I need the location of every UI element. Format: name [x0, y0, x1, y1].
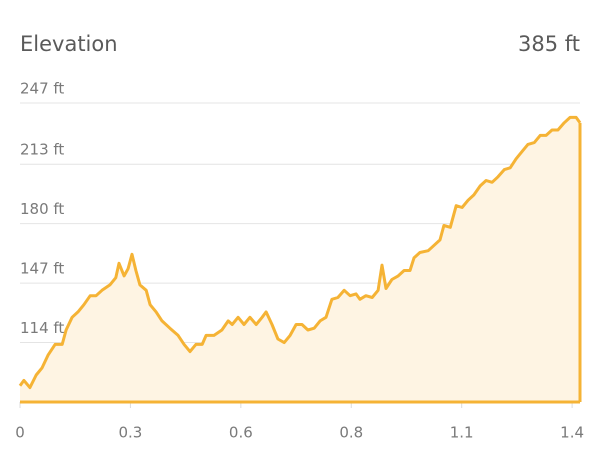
x-tick-label: 0.6	[229, 424, 253, 442]
x-tick-label: 1.4	[560, 424, 584, 442]
x-tick-label: 1.1	[450, 424, 474, 442]
area	[20, 117, 580, 403]
y-tick-label: 147 ft	[20, 260, 64, 278]
summary: 385 ft	[518, 32, 580, 56]
chart-title: Elevation	[20, 32, 118, 56]
x-tick-label: 0.3	[118, 424, 142, 442]
x-tick-label: 0.8	[339, 424, 363, 442]
x-tick-label: 0	[15, 424, 25, 442]
y-tick-label: 213 ft	[20, 141, 64, 159]
line	[18, 115, 582, 390]
y-tick-label: 247 ft	[20, 80, 64, 98]
y-tick-label: 114 ft	[20, 319, 64, 337]
y-tick-label: 180 ft	[20, 200, 64, 218]
